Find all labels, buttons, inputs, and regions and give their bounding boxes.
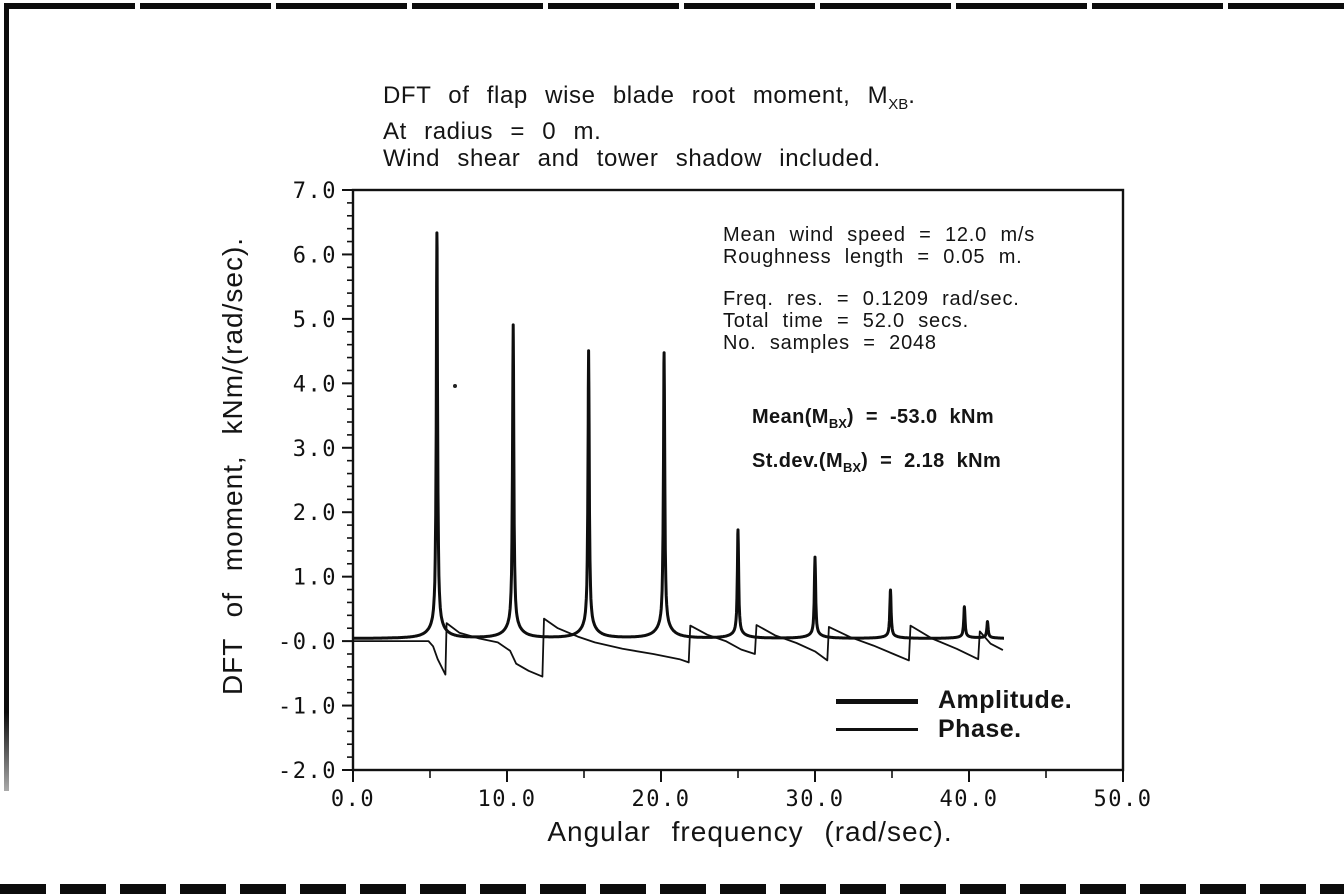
y-tick-label: 1.0 xyxy=(293,566,337,591)
y-tick-label: -0.0 xyxy=(278,630,337,655)
x-tick-label: 40.0 xyxy=(940,787,999,812)
legend-phase-line-sample xyxy=(836,728,918,731)
page-border-bottom xyxy=(0,884,1344,894)
y-tick-label: 4.0 xyxy=(293,372,337,397)
y-tick-label: 7.0 xyxy=(293,179,337,204)
legend-phase-label: Phase. xyxy=(938,715,1022,743)
page-border-top xyxy=(4,3,1344,9)
y-tick-label: 2.0 xyxy=(293,501,337,526)
chart-title-block: DFT of flap wise blade root moment, MXB.… xyxy=(383,82,916,172)
legend-amplitude-line-sample xyxy=(836,699,918,704)
axis-tick-labels: 7.0 6.0 5.0 4.0 3.0 2.0 1.0 -0.0 -1.0 -2.0 0.0 10.0… xyxy=(278,179,1153,812)
x-tick-label: 0.0 xyxy=(331,787,375,812)
annotation-mean-moment: Mean(MBX) = -53.0 kNm xyxy=(752,406,995,431)
phase-series-path xyxy=(353,617,1004,678)
stdev-subscript: BX xyxy=(843,460,862,475)
chart-title-line-3: Wind shear and tower shadow included. xyxy=(383,144,881,172)
amplitude-series-path xyxy=(352,231,1005,640)
y-tick-label: 6.0 xyxy=(293,243,337,268)
y-tick-label: 3.0 xyxy=(293,437,337,462)
legend-amplitude-label: Amplitude. xyxy=(938,686,1073,714)
annotation-mean-wind-speed: Mean wind speed = 12.0 m/s xyxy=(723,224,1036,246)
annotation-stats-block: Mean(MBX) = -53.0 kNm St.dev.(MBX) = 2.1… xyxy=(752,406,1001,475)
x-tick-label: 50.0 xyxy=(1094,787,1153,812)
annotation-wind-block: Mean wind speed = 12.0 m/s Roughness len… xyxy=(723,224,1035,268)
x-tick-label: 20.0 xyxy=(632,787,691,812)
y-tick-label: -1.0 xyxy=(278,695,337,720)
annotation-roughness-length: Roughness length = 0.05 m. xyxy=(723,246,1023,268)
title-subscript: XB xyxy=(888,95,909,113)
annotation-total-time: Total time = 52.0 secs. xyxy=(723,310,969,332)
x-tick-label: 10.0 xyxy=(478,787,537,812)
page-border-left xyxy=(4,3,9,791)
chart-title-line-1: DFT of flap wise blade root moment, MXB. xyxy=(383,82,916,113)
annotation-num-samples: No. samples = 2048 xyxy=(723,332,937,354)
scan-speck xyxy=(453,384,457,388)
mean-subscript: BX xyxy=(828,416,847,431)
annotation-freq-res: Freq. res. = 0.1209 rad/sec. xyxy=(723,288,1020,310)
y-tick-label: 5.0 xyxy=(293,308,337,333)
y-tick-label: -2.0 xyxy=(278,759,337,784)
annotation-sampling-block: Freq. res. = 0.1209 rad/sec. Total time … xyxy=(723,288,1020,354)
plot-frame xyxy=(351,188,1125,772)
annotation-stdev-moment: St.dev.(MBX) = 2.18 kNm xyxy=(752,450,1002,475)
x-tick-label: 30.0 xyxy=(786,787,845,812)
x-axis-title: Angular frequency (rad/sec). xyxy=(547,816,953,847)
axis-ticks xyxy=(342,189,1124,782)
chart-title-line-2: At radius = 0 m. xyxy=(383,117,602,145)
